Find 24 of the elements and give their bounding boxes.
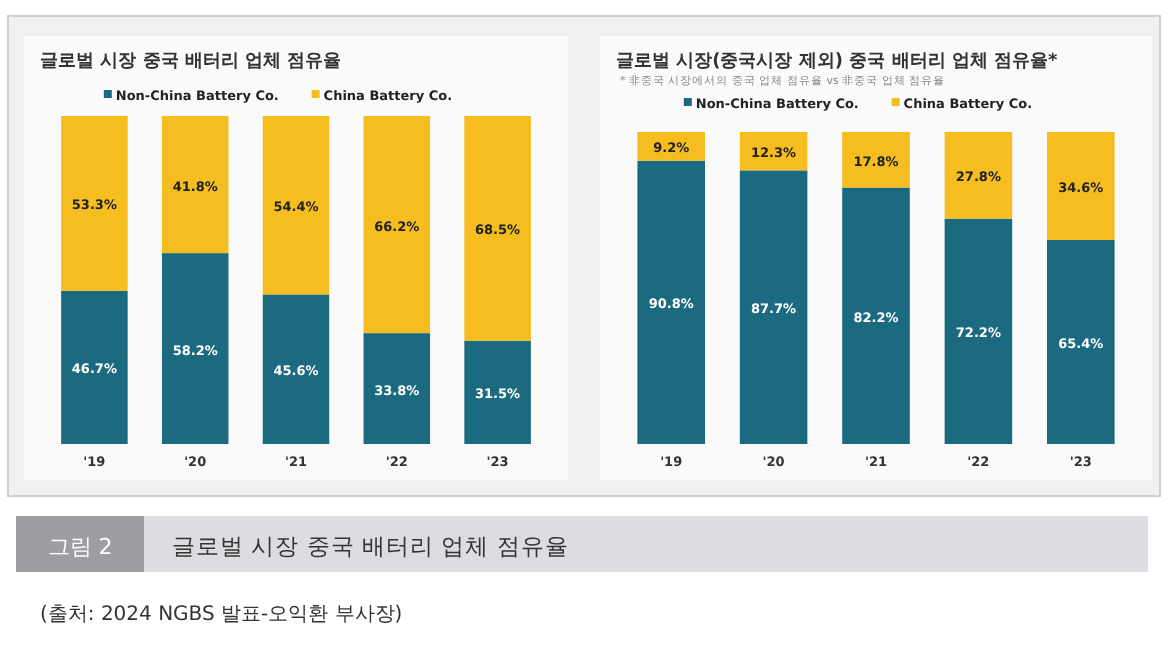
bar	[637, 160, 705, 444]
bar	[739, 170, 808, 444]
bar	[842, 132, 910, 188]
text: 글로벌 시장 중국 배터리 업체 점유율	[172, 532, 569, 560]
bar	[363, 116, 431, 334]
bar	[161, 253, 229, 444]
bar	[1047, 132, 1115, 240]
text: (출처: 2024 NGBS 발표-오익환 부사장)	[40, 604, 403, 626]
bar	[161, 116, 229, 254]
bar	[944, 132, 1013, 219]
chart-title: 글로벌 시장(중국시장 제외) 중국 배터리 업체 점유율*	[616, 52, 1059, 72]
bar	[262, 294, 330, 444]
bar	[464, 116, 531, 341]
bar	[464, 340, 531, 444]
caption: 그림 2	[47, 534, 113, 560]
bar	[61, 116, 128, 291]
chart-title: 글로벌 시장 중국 배터리 업체 점유율	[40, 52, 342, 72]
bar	[842, 187, 910, 444]
bar	[944, 218, 1013, 444]
bar	[1047, 239, 1115, 444]
bar	[637, 132, 705, 161]
bar	[363, 333, 431, 444]
bar	[61, 290, 128, 444]
bar	[262, 116, 330, 295]
